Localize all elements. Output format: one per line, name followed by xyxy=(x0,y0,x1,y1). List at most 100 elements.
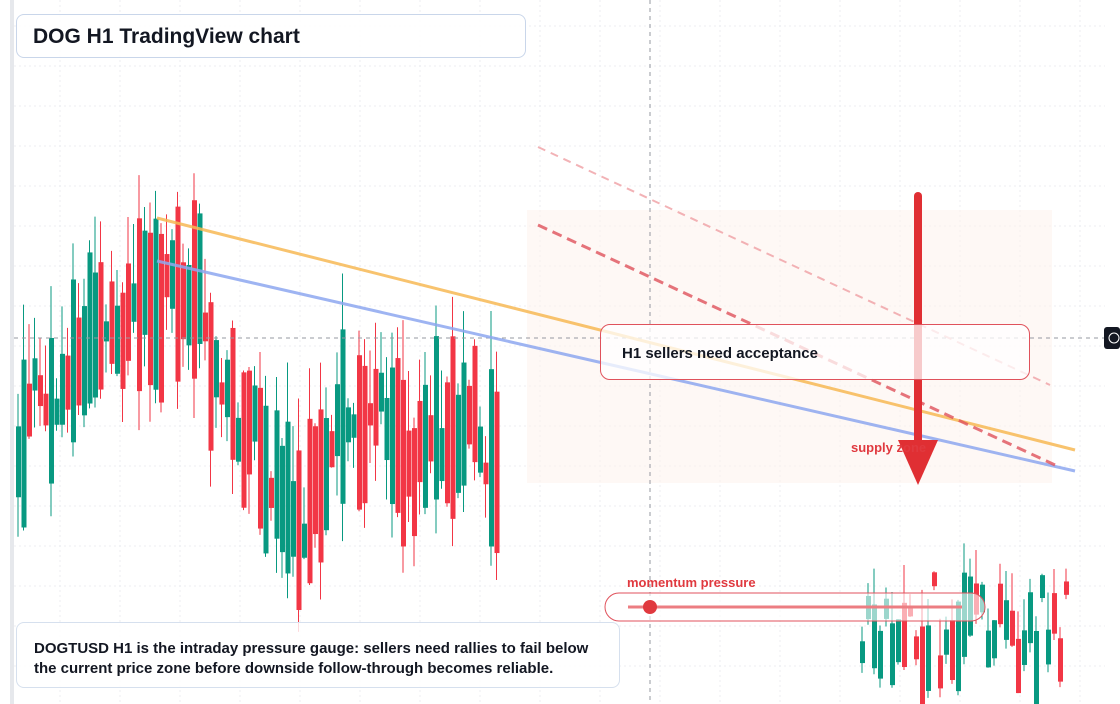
callout: H1 sellers need acceptance xyxy=(600,324,1030,380)
candle-body xyxy=(142,230,148,335)
candle-body xyxy=(192,200,197,379)
candle-body xyxy=(467,385,472,445)
candle-body xyxy=(181,262,186,340)
candle-body xyxy=(1028,592,1033,644)
candle-body xyxy=(16,426,21,498)
candle-body xyxy=(126,263,131,361)
candle-body xyxy=(412,428,417,537)
crosshair-icon xyxy=(1108,332,1120,344)
candle-body xyxy=(203,312,208,342)
candle-body xyxy=(38,375,43,407)
candle-body xyxy=(208,302,214,451)
candle-body xyxy=(362,365,368,504)
candle-body xyxy=(247,370,252,475)
momentum-label: momentum pressure xyxy=(627,575,756,590)
candle-body xyxy=(461,362,467,486)
candle-body xyxy=(384,397,390,461)
crosshair-button[interactable] xyxy=(1104,327,1120,349)
candle-body xyxy=(860,641,865,664)
candle-body xyxy=(214,340,219,398)
candle-body xyxy=(104,321,109,342)
candle-body xyxy=(313,426,318,535)
candle-body xyxy=(357,355,362,510)
candle-body xyxy=(263,405,269,554)
candle-body xyxy=(175,206,181,382)
candle-body xyxy=(197,213,203,344)
candle-body xyxy=(285,421,291,574)
candle-body xyxy=(27,383,32,437)
candle-body xyxy=(445,382,450,504)
candle-body xyxy=(230,327,236,460)
candle-body xyxy=(351,414,357,438)
candle-body xyxy=(986,630,991,668)
candle-body xyxy=(87,252,93,404)
candle-body xyxy=(60,353,65,425)
candle-body xyxy=(49,337,54,484)
candle-body xyxy=(137,218,142,392)
candle-body xyxy=(390,367,395,505)
candle-body xyxy=(872,604,877,669)
momentum-knob xyxy=(643,600,657,614)
candle-body xyxy=(258,387,263,529)
candle-body xyxy=(478,426,483,473)
candle-body xyxy=(1022,630,1027,665)
supply-label: supply zone xyxy=(851,440,927,455)
candle-body xyxy=(434,336,439,500)
candle-body xyxy=(274,410,280,539)
candle-body xyxy=(417,400,423,483)
candle-body xyxy=(914,636,919,660)
chart-title: DOG H1 TradingView chart xyxy=(16,14,526,58)
candle-body xyxy=(170,240,175,309)
candle-body xyxy=(32,358,38,391)
candle-body xyxy=(379,372,384,412)
candle-body xyxy=(109,281,115,364)
candle-body xyxy=(291,481,296,557)
candle-body xyxy=(1010,610,1015,646)
candle-body xyxy=(225,359,230,418)
candle-body xyxy=(307,418,313,584)
candle-body xyxy=(340,329,346,504)
candle-body xyxy=(324,418,329,531)
candle-body xyxy=(890,623,895,686)
candle-body xyxy=(932,572,937,587)
candle-body xyxy=(450,336,456,519)
candle-body xyxy=(1052,593,1057,634)
candle-body xyxy=(120,292,126,389)
candle-body xyxy=(302,523,307,558)
candle-body xyxy=(368,403,373,426)
candle-body xyxy=(186,264,192,346)
candle-body xyxy=(926,625,931,691)
candle-body xyxy=(483,462,489,485)
candle-body xyxy=(252,385,258,442)
candle-body xyxy=(472,345,478,463)
candle-body xyxy=(401,379,406,547)
candle-body xyxy=(65,355,71,410)
candle-body xyxy=(439,428,445,482)
candle-body xyxy=(878,630,883,679)
candle-body xyxy=(494,391,500,554)
candle-body xyxy=(1004,600,1009,640)
candle-body xyxy=(920,626,925,704)
candle-body xyxy=(236,417,241,462)
candle-body xyxy=(406,430,412,497)
candle-body xyxy=(43,393,49,426)
candle-body xyxy=(944,629,949,655)
trendline-pink-dashed xyxy=(537,146,1051,386)
candle-body xyxy=(1058,638,1063,682)
candle-body xyxy=(21,359,27,528)
candle-body xyxy=(902,602,907,668)
candle-body xyxy=(956,601,961,692)
candle-body xyxy=(164,254,170,298)
caption: DOGTUSD H1 is the intraday pressure gaug… xyxy=(16,622,620,688)
candle-body xyxy=(219,382,225,405)
candle-body xyxy=(269,477,274,508)
candle-body xyxy=(896,619,901,663)
candle-body xyxy=(423,384,428,508)
candle-body xyxy=(153,218,159,390)
candle-body xyxy=(1064,581,1069,595)
candle-body xyxy=(1016,638,1021,694)
candle-body xyxy=(346,407,351,443)
candle-body xyxy=(76,317,82,406)
candle-body xyxy=(1040,575,1045,599)
